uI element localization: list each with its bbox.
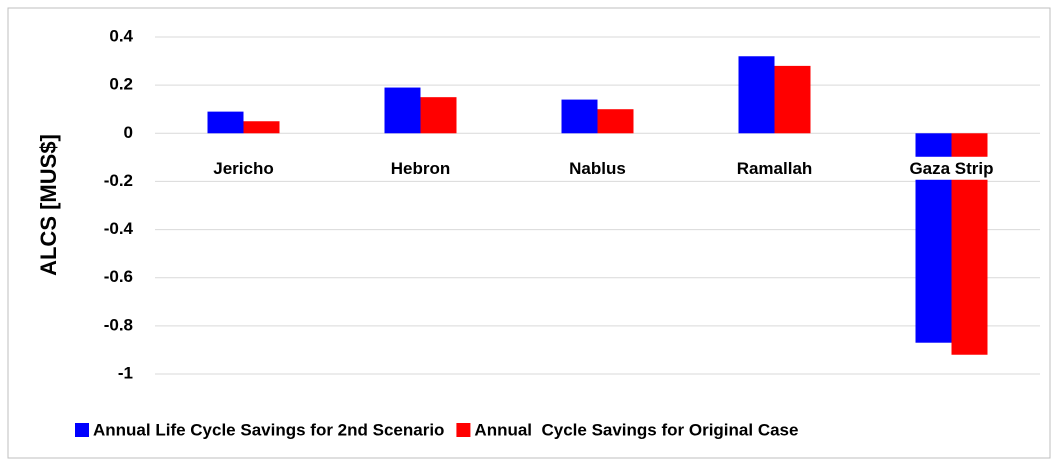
y-tick-label: -0.2 <box>104 171 133 190</box>
legend-label: Annual Life Cycle Savings for 2nd Scenar… <box>93 420 444 439</box>
label-background <box>209 156 278 180</box>
label-background <box>565 156 630 180</box>
x-tick-label: Nablus <box>569 159 626 178</box>
bar <box>597 109 634 134</box>
y-axis-label: ALCS [MUS$] <box>36 134 61 276</box>
bar <box>420 97 457 134</box>
bar <box>738 56 775 134</box>
bar <box>561 99 598 134</box>
y-tick-label: -1 <box>118 363 133 382</box>
label-background <box>732 156 817 180</box>
label-background <box>905 156 998 180</box>
label-background <box>386 156 455 180</box>
x-tick-label: Jericho <box>213 159 273 178</box>
y-tick-label: -0.8 <box>104 315 133 334</box>
y-tick-label: -0.6 <box>104 267 133 286</box>
x-tick-label: Gaza Strip <box>909 159 993 178</box>
y-tick-label: 0.4 <box>109 26 133 45</box>
x-tick-label: Ramallah <box>737 159 813 178</box>
bar <box>774 65 811 134</box>
chart-frame <box>7 7 1051 459</box>
bar <box>207 111 244 134</box>
legend-label: Annual Cycle Savings for Original Case <box>474 420 798 439</box>
legend-swatch <box>75 423 89 437</box>
x-tick-label: Hebron <box>391 159 451 178</box>
bar <box>384 87 421 134</box>
y-tick-label: 0.2 <box>109 75 133 94</box>
y-tick-label: -0.4 <box>104 219 134 238</box>
y-tick-label: 0 <box>124 123 133 142</box>
legend-swatch <box>456 423 471 437</box>
bar <box>243 121 280 134</box>
